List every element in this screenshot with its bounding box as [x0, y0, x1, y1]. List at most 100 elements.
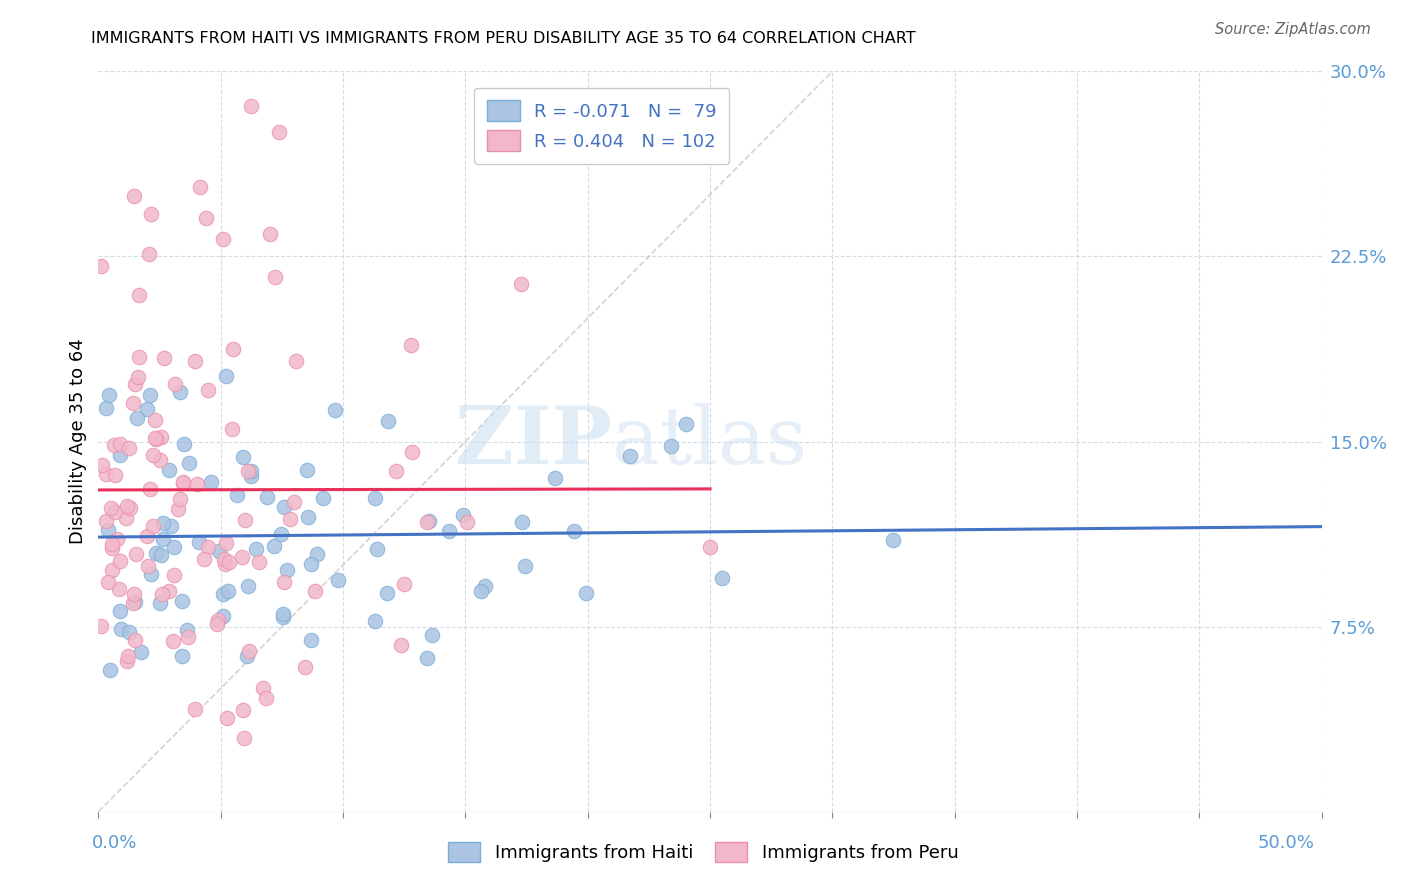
Point: [124, 547, 146, 561]
Text: Source: ZipAtlas.com: Source: ZipAtlas.com: [1215, 22, 1371, 37]
Point: [364, 491, 387, 505]
Point: [122, 188, 145, 202]
Point: [283, 495, 305, 509]
Point: [200, 475, 222, 489]
Point: [115, 500, 138, 514]
Point: [882, 533, 904, 548]
Text: IMMIGRANTS FROM HAITI VS IMMIGRANTS FROM PERU DISABILITY AGE 35 TO 64 CORRELATIO: IMMIGRANTS FROM HAITI VS IMMIGRANTS FROM…: [91, 31, 917, 46]
Point: [143, 431, 166, 445]
Point: [124, 376, 146, 391]
Point: [297, 510, 319, 524]
Point: [271, 607, 294, 621]
Point: [375, 586, 398, 600]
Point: [217, 583, 239, 598]
Point: [141, 567, 163, 582]
Point: [97, 575, 120, 590]
Point: [245, 542, 267, 557]
Point: [150, 548, 173, 562]
Point: [456, 516, 478, 530]
Point: [197, 383, 219, 397]
Point: [110, 623, 132, 637]
Point: [118, 501, 141, 516]
Point: [214, 552, 236, 566]
Point: [699, 540, 721, 554]
Point: [238, 644, 260, 658]
Point: [90, 619, 112, 633]
Point: [128, 288, 150, 302]
Point: [100, 500, 122, 515]
Point: [172, 476, 194, 491]
Point: [278, 512, 301, 526]
Point: [212, 587, 235, 601]
Point: [366, 542, 388, 557]
Point: [564, 524, 586, 538]
Point: [240, 464, 263, 478]
Point: [247, 555, 270, 569]
Point: [141, 207, 163, 221]
Point: [135, 401, 157, 416]
Point: [176, 623, 198, 637]
Point: [173, 437, 195, 451]
Point: [169, 492, 191, 507]
Point: [470, 583, 492, 598]
Point: [186, 477, 208, 491]
Point: [236, 649, 259, 664]
Point: [118, 625, 141, 640]
Point: [299, 557, 322, 571]
Point: [145, 433, 167, 447]
Point: [115, 654, 138, 668]
Point: [659, 439, 682, 453]
Point: [142, 448, 165, 462]
Point: [252, 681, 274, 695]
Point: [142, 519, 165, 533]
Point: [159, 583, 181, 598]
Point: [96, 514, 118, 528]
Point: [710, 571, 733, 585]
Point: [121, 596, 143, 610]
Point: [389, 638, 412, 652]
Point: [97, 387, 120, 401]
Point: [101, 563, 124, 577]
Point: [149, 596, 172, 610]
Point: [193, 551, 215, 566]
Point: [152, 532, 174, 546]
Point: [167, 501, 190, 516]
Point: [675, 417, 697, 432]
Text: 0.0%: 0.0%: [91, 834, 136, 852]
Point: [418, 515, 440, 529]
Point: [297, 463, 319, 477]
Point: [176, 630, 198, 644]
Point: [143, 413, 166, 427]
Point: [108, 449, 131, 463]
Point: [138, 388, 160, 402]
Point: [163, 568, 186, 582]
Point: [420, 628, 443, 642]
Point: [124, 633, 146, 648]
Point: [218, 555, 240, 569]
Point: [103, 438, 125, 452]
Point: [127, 370, 149, 384]
Point: [145, 546, 167, 560]
Point: [170, 593, 193, 607]
Point: [128, 350, 150, 364]
Point: [305, 547, 328, 561]
Point: [129, 645, 152, 659]
Point: [238, 464, 260, 478]
Point: [94, 401, 117, 415]
Point: [232, 702, 254, 716]
Legend: Immigrants from Haiti, Immigrants from Peru: Immigrants from Haiti, Immigrants from P…: [440, 834, 966, 870]
Point: [276, 562, 298, 576]
Point: [515, 558, 537, 573]
Point: [215, 535, 238, 549]
Point: [94, 467, 117, 481]
Point: [304, 584, 326, 599]
Point: [163, 377, 186, 392]
Point: [377, 414, 399, 428]
Text: ZIP: ZIP: [456, 402, 612, 481]
Point: [510, 516, 533, 530]
Point: [509, 277, 531, 291]
Point: [184, 354, 207, 368]
Point: [285, 353, 308, 368]
Point: [153, 351, 176, 365]
Point: [101, 541, 124, 555]
